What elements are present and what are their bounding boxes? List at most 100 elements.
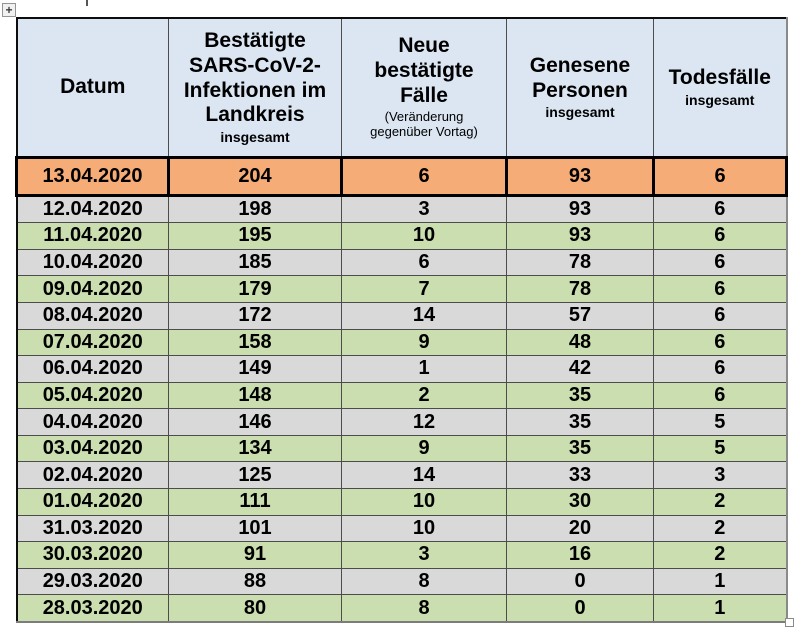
cell-recovered[interactable]: 0 <box>506 594 654 623</box>
table-row: 29.03.2020 88 8 0 1 <box>16 567 787 596</box>
cell-deaths[interactable]: 6 <box>653 355 787 383</box>
col-header-new-cases[interactable]: Neue bestätigte Fälle (Veränderung gegen… <box>341 17 507 158</box>
cell-recovered[interactable]: 35 <box>506 434 654 463</box>
cell-recovered[interactable]: 0 <box>506 567 654 596</box>
cell-deaths[interactable]: 3 <box>653 461 787 489</box>
cell-recovered[interactable]: 48 <box>506 328 654 357</box>
cell-date[interactable]: 10.04.2020 <box>16 248 169 277</box>
col-header-date[interactable]: Datum <box>16 17 169 158</box>
cell-deaths[interactable]: 6 <box>653 301 787 330</box>
cell-total-infections[interactable]: 158 <box>168 328 342 357</box>
cell-total-infections[interactable]: 101 <box>168 514 342 543</box>
cell-total-infections[interactable]: 134 <box>168 434 342 463</box>
table-row: 03.04.2020 134 9 35 5 <box>16 434 787 463</box>
cell-recovered[interactable]: 93 <box>506 194 654 224</box>
cell-recovered[interactable]: 93 <box>506 222 654 250</box>
cell-date[interactable]: 05.04.2020 <box>16 381 169 410</box>
cell-total-infections[interactable]: 195 <box>168 222 342 250</box>
cell-deaths[interactable]: 5 <box>653 408 787 436</box>
cell-new-cases[interactable]: 6 <box>341 248 507 277</box>
cell-deaths[interactable]: 6 <box>653 275 787 303</box>
cell-total-infections[interactable]: 172 <box>168 301 342 330</box>
cell-total-infections[interactable]: 179 <box>168 275 342 303</box>
cell-new-cases[interactable]: 3 <box>341 194 507 224</box>
table-row: 11.04.2020 195 10 93 6 <box>16 222 787 250</box>
cell-deaths[interactable]: 2 <box>653 541 787 569</box>
cell-recovered[interactable]: 35 <box>506 381 654 410</box>
cell-new-cases[interactable]: 12 <box>341 408 507 436</box>
cell-date[interactable]: 11.04.2020 <box>16 222 169 250</box>
cell-deaths[interactable]: 6 <box>653 194 787 224</box>
cell-deaths[interactable]: 6 <box>653 248 787 277</box>
cell-new-cases[interactable]: 10 <box>341 487 507 516</box>
cell-total-infections[interactable]: 125 <box>168 461 342 489</box>
cell-recovered[interactable]: 57 <box>506 301 654 330</box>
cell-new-cases[interactable]: 8 <box>341 594 507 623</box>
cell-total-infections[interactable]: 149 <box>168 355 342 383</box>
cell-date[interactable]: 08.04.2020 <box>16 301 169 330</box>
cell-deaths[interactable]: 5 <box>653 434 787 463</box>
cell-new-cases[interactable]: 14 <box>341 301 507 330</box>
cell-total-infections[interactable]: 88 <box>168 567 342 596</box>
cell-deaths[interactable]: 6 <box>653 222 787 250</box>
cell-deaths[interactable]: 6 <box>653 381 787 410</box>
table-move-handle[interactable]: + <box>2 3 16 17</box>
cell-recovered[interactable]: 33 <box>506 461 654 489</box>
table-row: 28.03.2020 80 8 0 1 <box>16 594 787 623</box>
col-header-deaths[interactable]: Todesfälle insgesamt <box>653 17 787 158</box>
cell-recovered[interactable]: 93 <box>505 155 655 197</box>
cell-new-cases[interactable]: 10 <box>341 514 507 543</box>
cell-deaths[interactable]: 6 <box>652 155 788 197</box>
cell-total-infections[interactable]: 91 <box>168 541 342 569</box>
cell-new-cases[interactable]: 1 <box>341 355 507 383</box>
cell-recovered[interactable]: 35 <box>506 408 654 436</box>
cell-date[interactable]: 06.04.2020 <box>16 355 169 383</box>
cell-date[interactable]: 30.03.2020 <box>16 541 169 569</box>
cell-deaths[interactable]: 1 <box>653 567 787 596</box>
cell-deaths[interactable]: 2 <box>653 514 787 543</box>
cell-date[interactable]: 13.04.2020 <box>15 155 170 197</box>
col-header-date-label: Datum <box>60 74 126 98</box>
col-header-total-infections-sub: insgesamt <box>220 129 290 146</box>
cell-new-cases[interactable]: 2 <box>341 381 507 410</box>
col-header-recovered-label: Genesene Personen <box>529 53 631 102</box>
cell-total-infections[interactable]: 198 <box>168 194 342 224</box>
cell-date[interactable]: 02.04.2020 <box>16 461 169 489</box>
cell-total-infections[interactable]: 185 <box>168 248 342 277</box>
cell-deaths[interactable]: 1 <box>653 594 787 623</box>
cell-new-cases[interactable]: 7 <box>341 275 507 303</box>
cell-new-cases[interactable]: 3 <box>341 541 507 569</box>
cell-total-infections[interactable]: 148 <box>168 381 342 410</box>
cell-deaths[interactable]: 6 <box>653 328 787 357</box>
cell-date[interactable]: 12.04.2020 <box>16 194 169 224</box>
cell-date[interactable]: 09.04.2020 <box>16 275 169 303</box>
cell-total-infections[interactable]: 146 <box>168 408 342 436</box>
col-header-recovered[interactable]: Genesene Personen insgesamt <box>506 17 654 158</box>
cell-new-cases[interactable]: 8 <box>341 567 507 596</box>
cell-new-cases[interactable]: 9 <box>341 328 507 357</box>
cell-date[interactable]: 01.04.2020 <box>16 487 169 516</box>
cell-date[interactable]: 29.03.2020 <box>16 567 169 596</box>
cell-date[interactable]: 31.03.2020 <box>16 514 169 543</box>
cell-new-cases[interactable]: 10 <box>341 222 507 250</box>
cell-date[interactable]: 28.03.2020 <box>16 594 169 623</box>
cell-deaths[interactable]: 2 <box>653 487 787 516</box>
table-resize-handle[interactable] <box>785 618 794 627</box>
cell-total-infections[interactable]: 204 <box>167 155 343 197</box>
cell-total-infections[interactable]: 80 <box>168 594 342 623</box>
cell-recovered[interactable]: 78 <box>506 248 654 277</box>
col-header-new-cases-label: Neue bestätigte Fälle <box>374 34 474 107</box>
cell-new-cases[interactable]: 6 <box>340 155 508 197</box>
cell-total-infections[interactable]: 111 <box>168 487 342 516</box>
cell-recovered[interactable]: 16 <box>506 541 654 569</box>
cell-recovered[interactable]: 30 <box>506 487 654 516</box>
col-header-total-infections[interactable]: Bestätigte SARS-CoV-2-Infektionen im Lan… <box>168 17 342 158</box>
cell-date[interactable]: 04.04.2020 <box>16 408 169 436</box>
cell-recovered[interactable]: 42 <box>506 355 654 383</box>
cell-date[interactable]: 03.04.2020 <box>16 434 169 463</box>
cell-new-cases[interactable]: 9 <box>341 434 507 463</box>
cell-recovered[interactable]: 78 <box>506 275 654 303</box>
cell-recovered[interactable]: 20 <box>506 514 654 543</box>
cell-date[interactable]: 07.04.2020 <box>16 328 169 357</box>
cell-new-cases[interactable]: 14 <box>341 461 507 489</box>
